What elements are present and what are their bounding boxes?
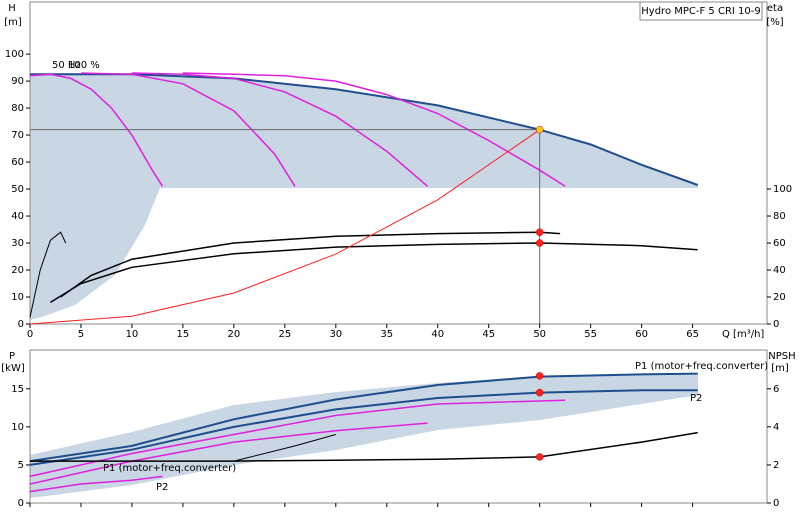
power-range (30, 374, 698, 498)
y-tick-label: 50 (11, 184, 24, 195)
title-box (639, 1, 763, 21)
x-tick-label: 65 (686, 329, 699, 340)
point (535, 228, 544, 236)
y-label: H (8, 3, 16, 14)
y-tick-label: 20 (11, 265, 24, 276)
y2-tick-label: 2 (773, 460, 779, 471)
y-tick-label: 10 (11, 422, 24, 433)
curve (60, 231, 561, 298)
title: Hydro MPC-F 5 CRI 10-9 (641, 6, 760, 17)
x-tick-label: 25 (278, 329, 291, 340)
point (535, 453, 544, 461)
y2-tick-label: 0 (773, 498, 779, 509)
curve (131, 72, 429, 187)
curve (29, 422, 428, 485)
y-tick-label: 100 (5, 49, 24, 60)
curve (29, 73, 164, 187)
y2-unit: [%] (766, 17, 783, 28)
y2-tick-label: 0 (773, 319, 779, 330)
y-tick-label: 10 (11, 292, 24, 303)
curve (29, 129, 540, 325)
y-tick-label: 30 (11, 238, 24, 249)
curve (30, 73, 699, 186)
y-tick-label: 40 (11, 211, 24, 222)
curve (29, 475, 163, 493)
x-tick-label: 15 (177, 329, 190, 340)
x-tick-label: 30 (329, 329, 342, 340)
y2-tick-label: 4 (773, 422, 779, 433)
y2-tick-label: 100 (773, 184, 792, 195)
annotation: P2 (690, 393, 702, 404)
annotation: P2 (156, 482, 168, 493)
point (535, 125, 544, 134)
y-tick-label: 60 (11, 157, 24, 168)
x-tick-label: 5 (78, 329, 84, 340)
y-tick-label: 80 (11, 103, 24, 114)
x-tick-label: 55 (584, 329, 597, 340)
point (535, 372, 544, 380)
x-label: Q [m³/h] (722, 329, 764, 340)
curve (29, 399, 566, 478)
y-unit: [m] (4, 17, 22, 28)
x-tick-label: 40 (431, 329, 444, 340)
y2-unit: [m] (771, 363, 789, 374)
x-tick-label: 35 (380, 329, 393, 340)
x-tick-label: 45 (482, 329, 495, 340)
curve (30, 431, 698, 462)
annotation: 100 % (68, 60, 100, 71)
y-tick-label: 15 (11, 384, 24, 395)
y-tick-label: 0 (18, 498, 24, 509)
y-label: P (9, 351, 15, 362)
y2-tick-label: 40 (773, 265, 786, 276)
y-tick-label: 70 (11, 130, 24, 141)
x-tick-label: 0 (27, 329, 33, 340)
y-tick-label: 90 (11, 76, 24, 87)
x-tick-label: 50 (533, 329, 546, 340)
curve (29, 372, 698, 463)
y2-label: eta (767, 3, 783, 14)
y-tick-label: 0 (18, 319, 24, 330)
curve (50, 242, 698, 304)
x-tick-label: 10 (126, 329, 139, 340)
y2-tick-label: 20 (773, 292, 786, 303)
y-tick-label: 5 (18, 460, 24, 471)
y2-tick-label: 80 (773, 211, 786, 222)
x-tick-label: 20 (228, 329, 241, 340)
curve (233, 434, 336, 462)
plot-frame (29, 1, 768, 325)
curve (80, 72, 296, 187)
curve (182, 72, 566, 187)
curve (29, 389, 698, 466)
annotation: P1 (motor+freq.converter) (103, 463, 236, 474)
x-tick-label: 60 (635, 329, 648, 340)
point (535, 239, 544, 247)
y2-tick-label: 6 (773, 384, 779, 395)
y-unit: [kW] (1, 363, 25, 374)
y2-tick-label: 60 (773, 238, 786, 249)
annotation: P1 (motor+freq.converter) (635, 361, 768, 372)
y2-label: NPSH (768, 351, 795, 362)
point (535, 388, 544, 397)
curve (29, 231, 67, 318)
annotation: 50 Hz (52, 60, 81, 71)
